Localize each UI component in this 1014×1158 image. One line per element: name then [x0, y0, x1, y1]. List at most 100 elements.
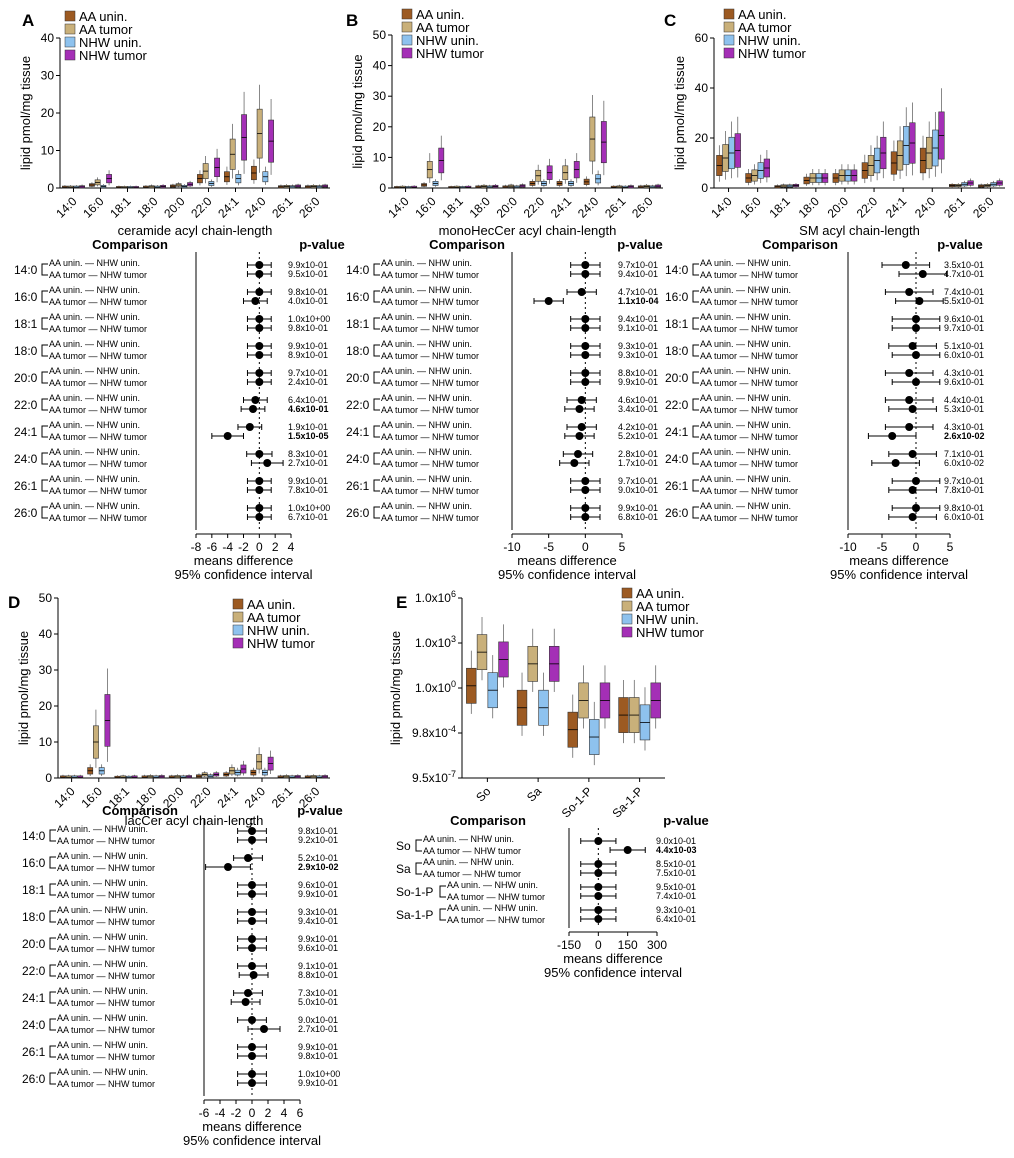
forest-bracket: [373, 371, 380, 384]
mean-point: [223, 432, 232, 440]
mean-point: [577, 396, 586, 404]
p-value: 9.6x10-01: [944, 377, 984, 387]
forest-bracket: [373, 452, 380, 465]
legend-label: NHW unin.: [416, 33, 479, 48]
x-tick-label: 24:1: [883, 194, 910, 221]
p-value: 2.7x10-01: [288, 458, 328, 468]
p-value: 8.5x10-01: [656, 859, 696, 869]
p-value: 2.6x10-02: [944, 431, 985, 441]
mean-point: [574, 450, 582, 458]
y-tick-label: 10: [39, 735, 53, 749]
p-value: 3.4x10-01: [618, 404, 658, 414]
forest-bracket: [49, 964, 56, 977]
forest-row-label: 26:0: [22, 1072, 46, 1086]
y-tick-label: 10: [41, 144, 55, 158]
forest-row-label: 24:1: [14, 425, 38, 439]
mean-point: [915, 297, 924, 305]
legend-label: AA unin.: [738, 7, 786, 22]
p-value: 4.4x10-01: [944, 395, 984, 405]
mean-point: [244, 854, 252, 862]
forest-row-label: 20:0: [14, 371, 38, 385]
p-value: 5.3x10-01: [944, 404, 984, 414]
p-value: 9.5x10-01: [288, 269, 328, 279]
forest-bracket: [373, 479, 380, 492]
legend-swatch: [621, 600, 633, 612]
forest-row-label: 22:0: [665, 398, 689, 412]
comparison-bottom: AA tumor — NHW tumor: [57, 971, 155, 981]
x-tick-label: 22:0: [854, 194, 881, 221]
legend-swatch: [401, 21, 413, 33]
y-tick-label: 0: [45, 771, 52, 785]
forest-row-label: 18:1: [346, 317, 370, 331]
mean-point: [594, 892, 603, 900]
x-tick-label: 20:0: [494, 194, 521, 221]
mean-point: [248, 827, 256, 835]
forest-row-label: 20:0: [346, 371, 370, 385]
mean-point: [255, 504, 264, 512]
p-value: 4.4x10-03: [656, 845, 697, 855]
y-tick-label: 0: [379, 181, 386, 195]
mean-point: [248, 944, 256, 952]
forest-x-tick-label: 300: [647, 938, 667, 952]
x-tick-label: Sa-1-P: [609, 784, 645, 820]
y-tick-label: 1.0x103: [415, 634, 456, 650]
comparison-top: AA unin. — NHW unin.: [700, 447, 791, 457]
forest-row-label: 26:1: [346, 479, 370, 493]
forest-row-label: 26:0: [346, 506, 370, 520]
mean-point: [575, 432, 584, 440]
y-tick-label: 0: [47, 181, 54, 195]
legend-label: NHW tumor: [738, 46, 807, 61]
comparison-bottom: AA tumor — NHW tumor: [57, 1052, 155, 1062]
comparison-bottom: AA tumor — NHW tumor: [57, 944, 155, 954]
mean-point: [255, 477, 264, 485]
legend-swatch: [621, 613, 633, 625]
mean-point: [255, 342, 264, 350]
y-tick-label: 20: [695, 131, 709, 145]
comparison-bottom: AA tumor — NHW tumor: [423, 846, 521, 856]
comparison-bottom: AA tumor — NHW tumor: [381, 405, 479, 415]
forest-bracket: [692, 263, 699, 276]
p-value: 6.0x10-02: [944, 458, 984, 468]
forest-bracket: [692, 506, 699, 519]
forest-xlabel-1: means difference: [202, 1119, 302, 1134]
mean-point: [248, 836, 256, 844]
p-value: 1.1x10-04: [618, 296, 659, 306]
forest-row-label: 14:0: [665, 263, 689, 277]
forest-bracket: [49, 883, 56, 896]
forest-bracket: [41, 425, 48, 438]
legend-label: AA tumor: [416, 20, 470, 35]
forest-x-tick-label: 2: [265, 1106, 272, 1120]
forest-bracket: [49, 1018, 56, 1031]
comparison-top: AA unin. — NHW unin.: [49, 474, 140, 484]
mean-point: [908, 405, 917, 413]
comparison-bottom: AA tumor — NHW tumor: [57, 917, 155, 927]
x-tick-label: 24:0: [242, 784, 269, 811]
forest-header-comparison: Comparison: [429, 237, 505, 252]
mean-point: [912, 477, 920, 485]
comparison-top: AA unin. — NHW unin.: [49, 393, 140, 403]
forest-x-tick-label: -4: [215, 1106, 226, 1120]
forest-bracket: [41, 479, 48, 492]
p-value: 9.9x10-01: [618, 503, 658, 513]
p-value: 7.5x10-01: [656, 868, 696, 878]
p-value: 6.0x10-01: [944, 350, 984, 360]
comparison-top: AA unin. — NHW unin.: [49, 420, 140, 430]
mean-point: [912, 324, 920, 332]
forest-x-tick-label: 4: [281, 1106, 288, 1120]
mean-point: [263, 459, 272, 467]
panel-label: E: [396, 593, 407, 612]
p-value: 9.8x10-01: [944, 503, 984, 513]
x-tick-label: So: [473, 784, 494, 805]
p-value: 9.1x10-01: [298, 961, 338, 971]
forest-row-label: 26:1: [665, 479, 689, 493]
p-value: 4.2x10-01: [618, 422, 658, 432]
x-tick-label: 14:0: [53, 194, 80, 221]
mean-point: [241, 998, 250, 1006]
forest-row-label: 18:1: [665, 317, 689, 331]
y-tick-label: 0: [701, 181, 708, 195]
mean-point: [251, 396, 260, 404]
forest-xlabel-1: means difference: [194, 553, 294, 568]
forest-row-label: 22:0: [22, 964, 46, 978]
x-tick-label: 22:0: [188, 194, 215, 221]
